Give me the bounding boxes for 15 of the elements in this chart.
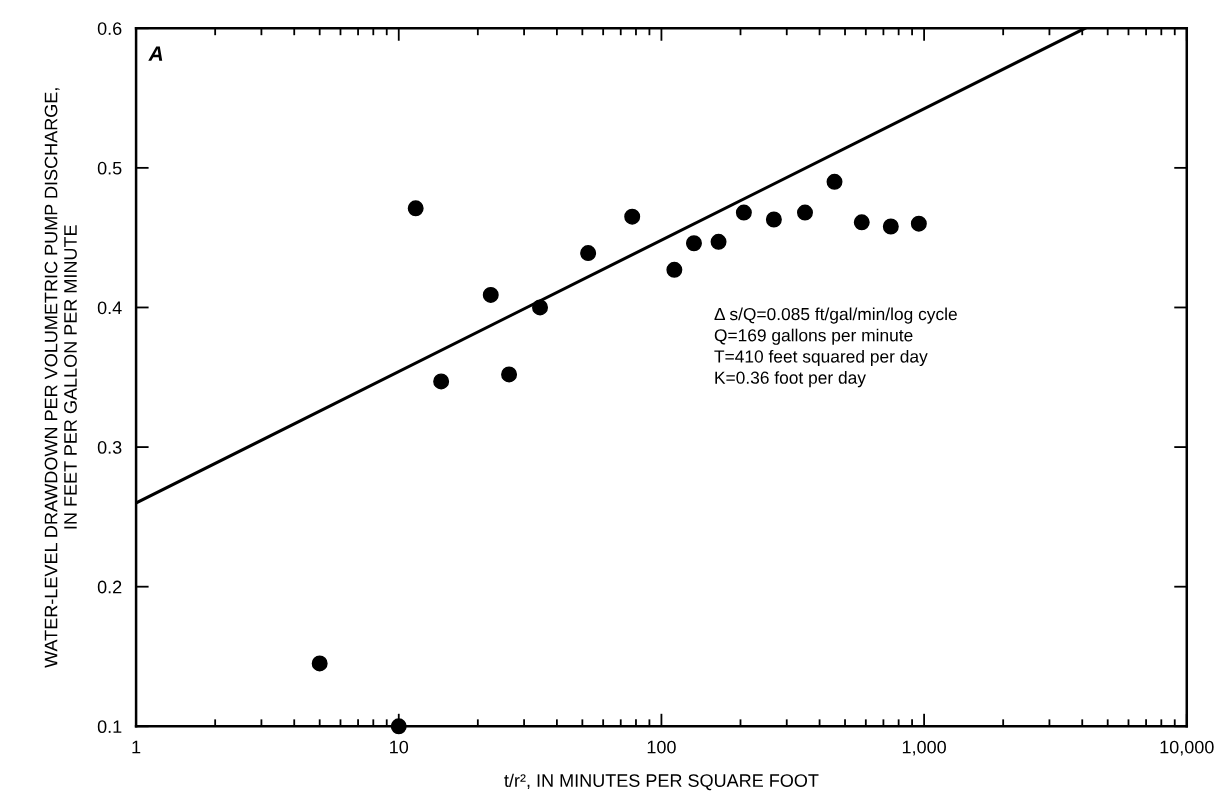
y-tick-label: 0.5 <box>97 161 122 175</box>
x-tick-label: 10 <box>390 740 409 754</box>
y-tick-label: 0.1 <box>97 720 122 734</box>
y-tick-label: 0.6 <box>97 22 122 35</box>
x-tick-label: 1,000 <box>902 740 946 756</box>
x-axis-title: t/r², IN MINUTES PER SQUARE FOOT <box>504 773 819 791</box>
y-tick-label: 0.4 <box>97 301 122 315</box>
x-tick-label: 1 <box>132 740 141 754</box>
x-tick-label: 10,000 <box>1160 740 1214 756</box>
y-tick-label: 0.3 <box>97 441 122 454</box>
x-tick-label: 100 <box>647 740 676 754</box>
y-axis-title: WATER-LEVEL DRAWDOWN PER VOLUMETRIC PUMP DISCHARGE, IN FEET PER GALLON PER MINUTE <box>44 88 77 668</box>
y-tick-label: 0.2 <box>97 580 122 594</box>
annotation: Δ s/Q=0.085 ft/gal/min/log cycle Q=169 gallons per minute T=410 feet squared per day K=0.36 foot per day <box>714 307 957 388</box>
annotation: A <box>148 46 163 61</box>
